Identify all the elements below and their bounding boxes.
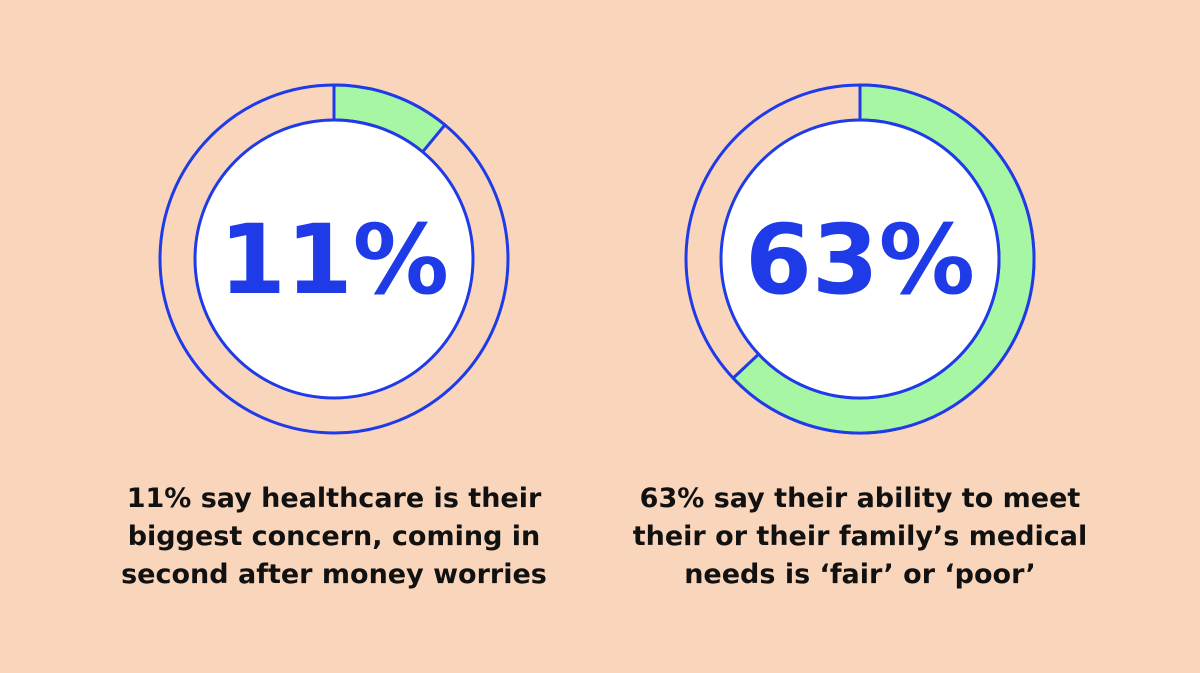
caption-line: 11% say healthcare is their [126, 483, 542, 514]
caption-line: needs is ‘fair’ or ‘poor’ [684, 559, 1036, 590]
donut-center-label: 11% [219, 204, 449, 316]
caption-line: their or their family’s medical [632, 521, 1088, 552]
caption-line: 63% say their ability to meet [639, 483, 1081, 514]
caption-medical-needs: 63% say their ability to meet their or t… [620, 480, 1100, 594]
donut-chart-medical-needs: 63% [684, 83, 1036, 435]
donut-inner-circle [719, 118, 1001, 400]
caption-line: second after money worries [121, 559, 547, 590]
donut-inner-circle [193, 118, 475, 400]
caption-healthcare: 11% say healthcare is their biggest conc… [94, 480, 574, 594]
donut-chart-healthcare: 11% [158, 83, 510, 435]
donut-center-label: 63% [745, 204, 975, 316]
caption-line: biggest concern, coming in [127, 521, 541, 552]
